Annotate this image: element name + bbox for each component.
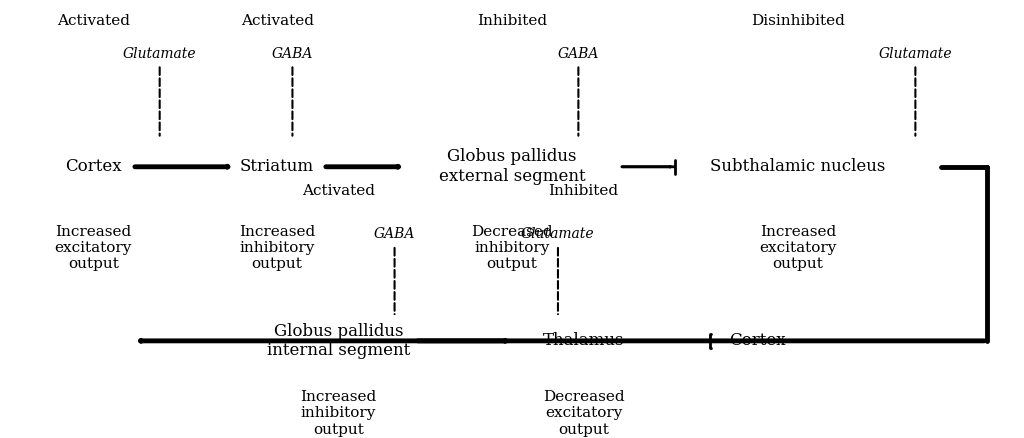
Text: GABA: GABA [558,46,599,60]
Text: Increased
inhibitory
output: Increased inhibitory output [300,390,377,437]
Text: Cortex: Cortex [65,158,122,175]
Text: Thalamus: Thalamus [543,332,625,350]
Text: Decreased
excitatory
output: Decreased excitatory output [543,390,625,437]
Text: Disinhibited: Disinhibited [751,14,845,28]
Text: Globus pallidus
internal segment: Globus pallidus internal segment [267,322,410,359]
Text: Increased
inhibitory
output: Increased inhibitory output [239,225,315,271]
Text: Increased
excitatory
output: Increased excitatory output [54,225,132,271]
Text: Inhibited: Inhibited [477,14,547,28]
Text: Inhibited: Inhibited [549,184,618,198]
Text: Subthalamic nucleus: Subthalamic nucleus [711,158,886,175]
Text: GABA: GABA [271,46,313,60]
Text: Glutamate: Glutamate [123,46,197,60]
Text: Activated: Activated [56,14,130,28]
Text: GABA: GABA [374,227,416,241]
Text: Increased
excitatory
output: Increased excitatory output [759,225,837,271]
Text: Globus pallidus
external segment: Globus pallidus external segment [438,148,586,185]
Text: Glutamate: Glutamate [879,46,952,60]
Text: Activated: Activated [302,184,375,198]
Text: Activated: Activated [241,14,313,28]
Text: Striatum: Striatum [240,158,314,175]
Text: Glutamate: Glutamate [521,227,595,241]
Text: Cortex: Cortex [729,332,785,350]
Text: Decreased
inhibitory
output: Decreased inhibitory output [471,225,553,271]
